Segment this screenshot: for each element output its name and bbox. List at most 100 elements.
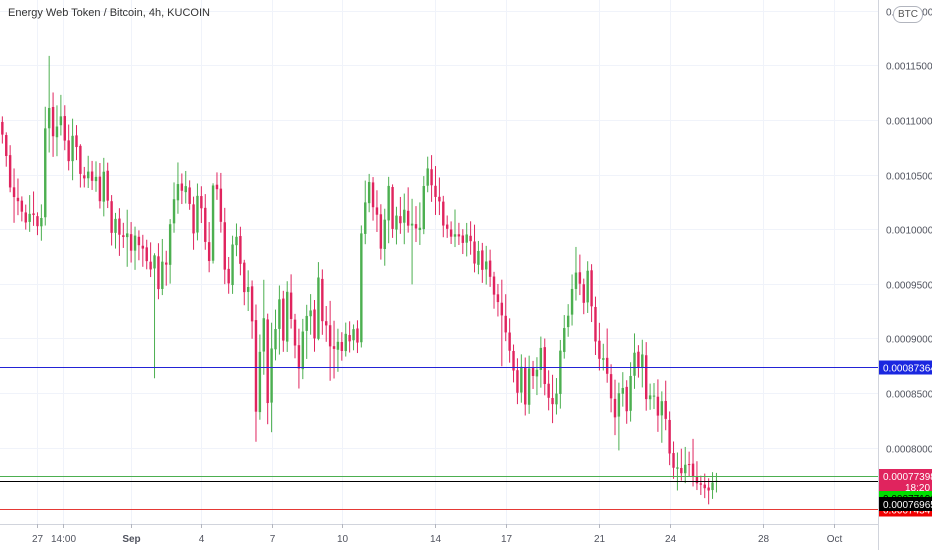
- x-tick-label: 21: [594, 534, 606, 545]
- candle-body: [298, 345, 300, 368]
- candle-body: [614, 399, 616, 417]
- candle-body: [290, 293, 292, 319]
- candle-body: [465, 234, 467, 242]
- candle-body: [224, 222, 226, 269]
- x-tick-label: 24: [665, 534, 677, 545]
- candle-body: [645, 355, 647, 399]
- x-tick-label: 7: [270, 534, 276, 545]
- candle-body: [185, 186, 187, 192]
- candle-body: [434, 186, 436, 197]
- candle-body: [407, 211, 409, 226]
- candle-body: [329, 325, 331, 346]
- candle-body: [208, 242, 210, 261]
- candle-body: [477, 251, 479, 265]
- candle-body: [661, 401, 663, 415]
- candle-body: [563, 328, 565, 352]
- candle-body: [87, 172, 89, 179]
- candle-body: [44, 128, 46, 217]
- candle-body: [637, 352, 639, 368]
- candle-body: [200, 196, 202, 208]
- candle-body: [36, 216, 38, 226]
- candle-body: [668, 420, 670, 454]
- candle-body: [325, 321, 327, 325]
- candle-body: [625, 387, 627, 411]
- candle-body: [345, 334, 347, 351]
- candle-body: [688, 464, 690, 465]
- candle-body: [306, 316, 308, 331]
- candle-body: [309, 310, 311, 316]
- candle-body: [17, 198, 19, 201]
- candle-body: [438, 197, 440, 202]
- candle-body: [665, 401, 667, 419]
- candle-body: [575, 273, 577, 289]
- candle-body: [387, 186, 389, 220]
- candle-body: [649, 395, 651, 399]
- candle-body: [493, 277, 495, 295]
- candle-body: [130, 234, 132, 250]
- candle-body: [618, 393, 620, 416]
- candle-body: [602, 358, 604, 360]
- candle-body: [118, 219, 120, 235]
- candle-body: [497, 294, 499, 302]
- candle-body: [243, 263, 245, 292]
- candle-body: [146, 247, 148, 261]
- candle-body: [458, 234, 460, 236]
- candle-body: [32, 213, 34, 215]
- candle-body: [181, 184, 183, 191]
- candle-body: [9, 155, 11, 187]
- candle-body: [294, 320, 296, 346]
- candle-body: [220, 189, 222, 222]
- candle-body: [239, 236, 241, 264]
- candle-body: [67, 140, 69, 161]
- candle-body: [586, 271, 588, 303]
- candle-body: [153, 255, 155, 268]
- candle-body: [255, 320, 257, 412]
- candle-body: [633, 353, 635, 376]
- candle-body: [505, 316, 507, 333]
- candle-body: [571, 289, 573, 315]
- candle-body: [567, 316, 569, 327]
- candle-body: [348, 335, 350, 341]
- candle-body: [692, 464, 694, 477]
- candle-body: [368, 182, 370, 203]
- y-tick-label: 0.00080000: [886, 445, 932, 456]
- candles: [0, 56, 718, 504]
- y-axis: 0.001200000.001150000.001100000.00105000…: [879, 0, 932, 550]
- currency-badge[interactable]: BTC: [893, 6, 923, 23]
- candle-body: [134, 236, 136, 251]
- candle-body: [227, 269, 229, 284]
- candle-body: [142, 246, 144, 249]
- candle-body: [606, 358, 608, 374]
- candle-body: [364, 202, 366, 234]
- candle-body: [622, 388, 624, 394]
- candle-body: [235, 237, 237, 245]
- candle-body: [672, 453, 674, 468]
- candle-body: [360, 233, 362, 342]
- x-tick-label: Sep: [122, 534, 140, 545]
- candle-body: [559, 351, 561, 394]
- candle-body: [317, 278, 319, 339]
- candle-body: [60, 116, 62, 125]
- x-tick-label: 27: [32, 534, 44, 545]
- candle-body: [356, 328, 358, 342]
- candle-body: [423, 186, 425, 229]
- candle-body: [341, 342, 343, 351]
- candle-body: [263, 318, 265, 351]
- candle-body: [520, 367, 522, 393]
- candle-body: [676, 467, 678, 468]
- candle-body: [169, 224, 171, 265]
- candle-body: [91, 172, 93, 181]
- candle-body: [149, 262, 151, 270]
- candle-body: [165, 263, 167, 265]
- candle-body: [532, 367, 534, 376]
- candle-body: [594, 307, 596, 341]
- candle-body: [99, 177, 101, 202]
- candle-body: [462, 235, 464, 242]
- candle-body: [598, 341, 600, 359]
